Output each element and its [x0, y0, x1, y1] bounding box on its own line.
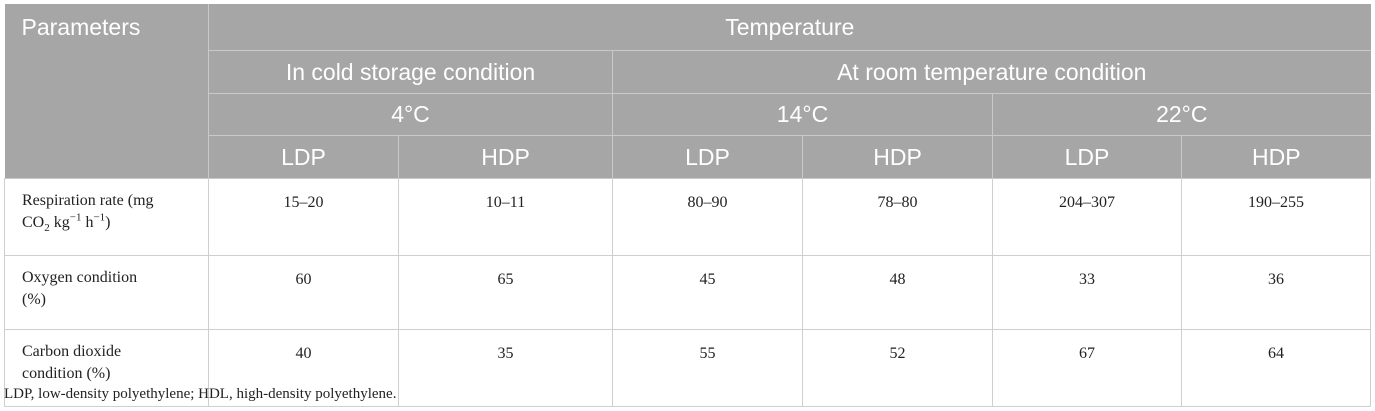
- label-paren: ): [105, 214, 111, 231]
- cell: 33: [992, 255, 1182, 330]
- label-sup: −1: [93, 211, 106, 224]
- cell: 52: [802, 329, 993, 407]
- cell: 45: [612, 255, 803, 330]
- cell: 204–307: [992, 178, 1182, 256]
- table-container: Parameters Temperature In cold storage c…: [4, 4, 1372, 407]
- label-h: h: [81, 214, 94, 231]
- label-line-1: Carbon dioxide: [22, 343, 122, 360]
- cell: 10–11: [398, 178, 613, 256]
- cell: 36: [1180, 255, 1372, 330]
- header-parameters: Parameters: [4, 4, 209, 179]
- header-pack-hdp: HDP: [398, 135, 613, 179]
- cell: 65: [398, 255, 613, 330]
- header-pack-hdp: HDP: [1180, 135, 1371, 179]
- table-row: Respiration rate (mg CO2 kg−1 h−1) 15–20 …: [4, 178, 1372, 256]
- header-temp-14c: 14°C: [612, 93, 993, 136]
- cell: 67: [992, 329, 1182, 407]
- cell: 190–255: [1180, 178, 1372, 256]
- header-pack-hdp: HDP: [802, 135, 993, 179]
- row-label-carbon-dioxide: Carbon dioxide condition (%): [4, 329, 209, 407]
- row-label-oxygen: Oxygen condition (%): [4, 255, 209, 330]
- header-pack-ldp: LDP: [612, 135, 803, 179]
- header-cold-storage: In cold storage condition: [208, 50, 613, 94]
- cell: 78–80: [802, 178, 993, 256]
- data-table: Parameters Temperature In cold storage c…: [4, 4, 1372, 407]
- header-pack-ldp: LDP: [992, 135, 1182, 179]
- table-row: Carbon dioxide condition (%) 40 35 55 52 …: [4, 329, 1372, 407]
- label-line-1: Oxygen condition: [22, 269, 138, 286]
- label-sub: 2: [44, 222, 50, 235]
- header-temp-22c: 22°C: [991, 93, 1371, 136]
- header-pack-ldp: LDP: [208, 135, 399, 179]
- label-line-2: condition (%): [22, 365, 111, 382]
- cell: 48: [802, 255, 993, 330]
- header-temp-4c: 4°C: [208, 93, 613, 136]
- cell: 35: [398, 329, 613, 407]
- label-sup: −1: [69, 211, 82, 224]
- row-label-respiration: Respiration rate (mg CO2 kg−1 h−1): [4, 178, 209, 256]
- cell: 15–20: [208, 178, 399, 256]
- label-line-2: (%): [22, 291, 46, 308]
- label-co: CO: [22, 214, 45, 231]
- label-line-1: Respiration rate (mg: [22, 192, 154, 209]
- header-room-temp: At room temperature condition: [611, 50, 1371, 94]
- header-temperature: Temperature: [207, 4, 1371, 51]
- cell: 64: [1180, 329, 1372, 407]
- cell: 60: [208, 255, 399, 330]
- cell: 40: [208, 329, 399, 407]
- table-footnote: LDP, low-density polyethylene; HDL, high…: [4, 386, 397, 402]
- cell: 55: [612, 329, 803, 407]
- label-kg: kg: [49, 214, 70, 231]
- table-row: Oxygen condition (%) 60 65 45 48 33 36: [4, 255, 1372, 330]
- cell: 80–90: [612, 178, 803, 256]
